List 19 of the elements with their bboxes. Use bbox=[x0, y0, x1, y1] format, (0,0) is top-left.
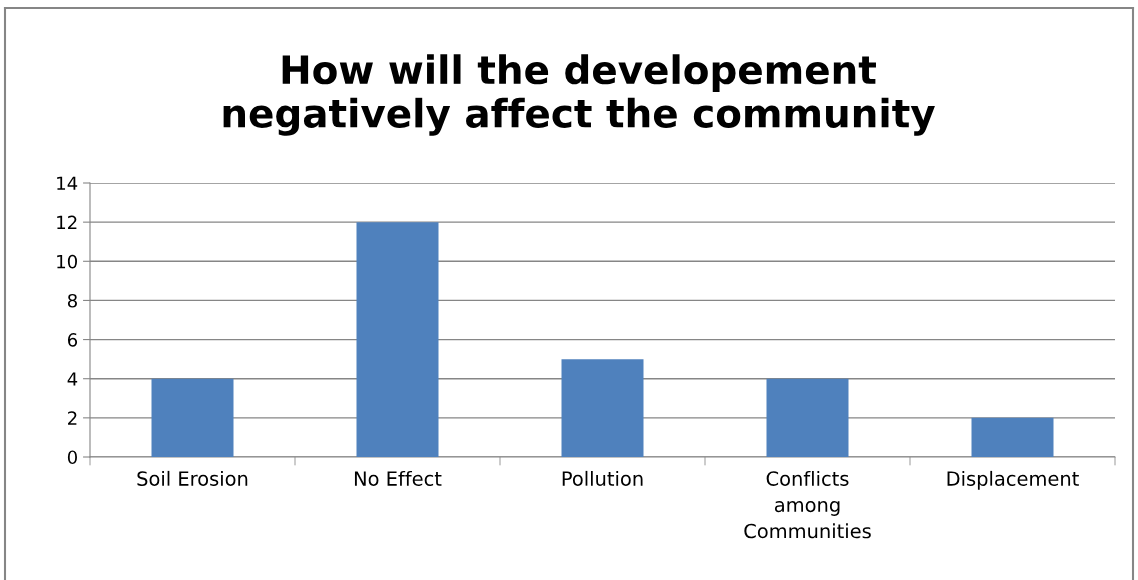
y-tick-label: 6 bbox=[67, 333, 78, 347]
bar bbox=[561, 359, 644, 457]
y-tick-label: 12 bbox=[57, 215, 77, 229]
x-tick-label: Soil Erosion bbox=[137, 470, 248, 486]
x-tick-label: Conflicts among Communities bbox=[744, 470, 871, 539]
bar bbox=[971, 417, 1054, 457]
y-tick-label: 4 bbox=[67, 372, 78, 386]
y-tick-label: 0 bbox=[67, 450, 77, 465]
chart-title: How will the developement negatively affect the community bbox=[223, 54, 935, 136]
y-tick-label: 10 bbox=[57, 254, 77, 269]
bar bbox=[356, 222, 439, 457]
bar bbox=[766, 378, 849, 457]
bar bbox=[151, 378, 234, 457]
y-tick-label: 8 bbox=[67, 293, 77, 308]
y-tick-label: 2 bbox=[68, 411, 77, 425]
x-tick-label: Pollution bbox=[562, 470, 643, 486]
x-tick-label: Displacement bbox=[947, 470, 1079, 490]
y-tick-label: 14 bbox=[57, 176, 78, 190]
x-tick-label: No Effect bbox=[354, 470, 442, 486]
